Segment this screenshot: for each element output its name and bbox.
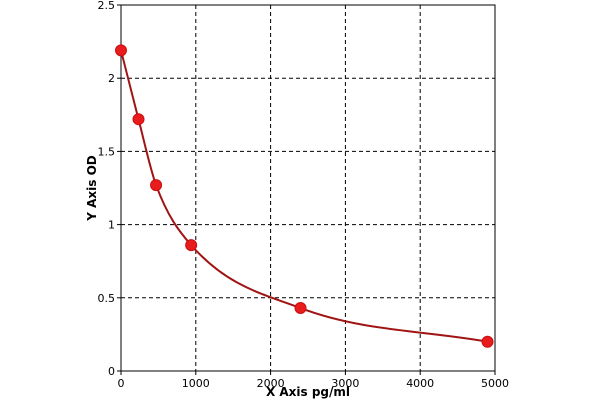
y-tick-label: 1 — [108, 219, 115, 232]
x-tick-label: 1000 — [182, 377, 210, 390]
y-axis-label: Y Axis OD — [85, 155, 99, 222]
y-tick-label: 0.5 — [98, 292, 116, 305]
y-axis-ticks: 0 0.5 1 1.5 2 2.5 — [98, 0, 121, 378]
x-tick-label: 2000 — [257, 377, 285, 390]
y-tick-label: 2.5 — [98, 0, 116, 12]
x-axis-label: X Axis pg/ml — [266, 385, 350, 399]
x-axis-ticks: 0 1000 2000 3000 4000 5000 — [118, 371, 509, 390]
y-tick-label: 2 — [108, 72, 115, 85]
y-tick-label: 1.5 — [98, 145, 116, 158]
x-tick-label: 5000 — [481, 377, 509, 390]
x-tick-label: 3000 — [331, 377, 359, 390]
data-point — [115, 44, 127, 57]
plot-area — [120, 4, 496, 372]
x-tick-label: 4000 — [406, 377, 434, 390]
data-point — [481, 335, 494, 348]
data-point — [294, 302, 307, 315]
data-point — [132, 113, 145, 126]
data-points — [115, 44, 494, 348]
grid — [121, 5, 495, 371]
data-point — [185, 239, 198, 252]
x-tick-label: 0 — [118, 377, 125, 390]
y-tick-label: 0 — [108, 365, 115, 378]
data-point — [150, 179, 163, 192]
